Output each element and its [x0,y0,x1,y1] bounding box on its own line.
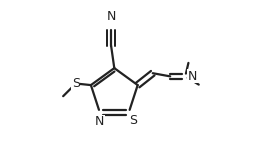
Text: N: N [95,115,105,128]
Text: S: S [129,115,138,128]
Text: N: N [188,70,197,83]
Text: S: S [72,77,80,90]
Text: N: N [106,10,116,23]
